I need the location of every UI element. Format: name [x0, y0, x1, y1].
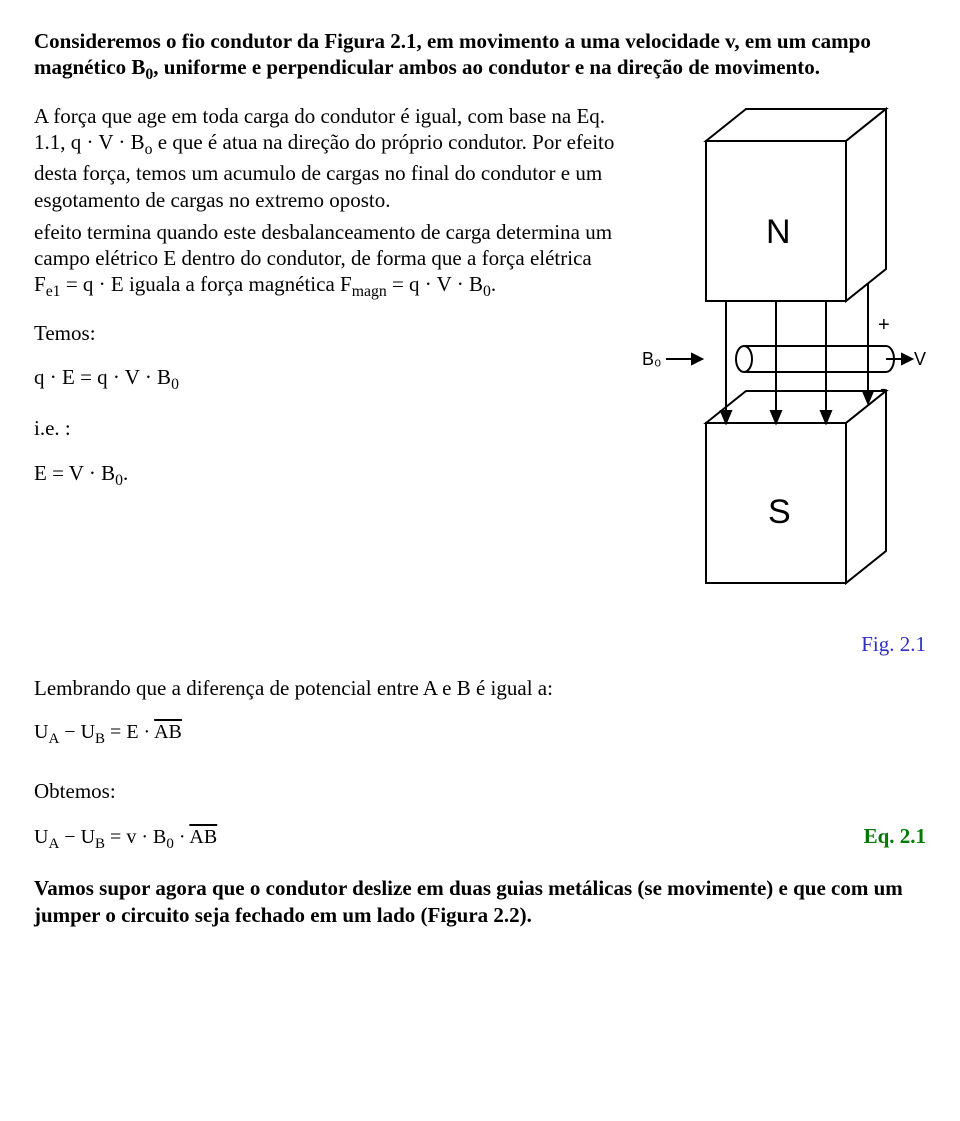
f2-minus: −	[59, 826, 80, 848]
intro-paragraph: Consideremos o fio condutor da Figura 2.…	[34, 28, 926, 85]
label-V: V	[914, 349, 926, 369]
eq1-sub: 0	[171, 377, 179, 394]
lembrando-text: Lembrando que a diferença de potencial e…	[34, 675, 926, 701]
left-column: A força que age em toda carga do conduto…	[34, 103, 620, 510]
paragraph-2: A força que age em toda carga do conduto…	[34, 103, 620, 213]
eq2-a: E = V · B	[34, 461, 115, 485]
formula-1: UA − UB = E · AB	[34, 720, 926, 749]
f2-b: B	[95, 836, 105, 852]
equation-1: q · E = q · V · B0	[34, 364, 620, 395]
label-N: N	[766, 213, 791, 251]
formula-2: UA − UB = v · B0 · AB	[34, 825, 217, 854]
label-S: S	[768, 493, 791, 531]
f1-b: B	[95, 731, 105, 747]
eq2-sub: 0	[115, 472, 123, 489]
figure-column: N S	[636, 103, 926, 623]
label-B0: B₀	[642, 349, 661, 369]
two-column-region: A força que age em toda carga do conduto…	[34, 103, 926, 623]
f2-ub: U	[81, 826, 95, 848]
eq2-tail: .	[123, 461, 128, 485]
p3-end: .	[491, 272, 496, 296]
figure-caption: Fig. 2.1	[34, 631, 926, 657]
f2-ua: U	[34, 826, 48, 848]
formula-2-row: UA − UB = v · B0 · AB Eq. 2.1	[34, 823, 926, 854]
p2-sub: o	[145, 142, 153, 159]
p3-sub1: e1	[46, 283, 61, 300]
f1-ab: AB	[154, 721, 182, 743]
ie-label: i.e. :	[34, 415, 620, 441]
f1-eq: = E ·	[105, 721, 154, 743]
paragraph-3: efeito termina quando este desbalanceame…	[34, 219, 620, 302]
final-paragraph: Vamos supor agora que o condutor deslize…	[34, 875, 926, 928]
f2-eq: = v · B	[105, 826, 166, 848]
intro-text-2: , uniforme e perpendicular ambos ao cond…	[153, 55, 820, 79]
figure-2-1: N S	[636, 103, 926, 623]
temos-label: Temos:	[34, 320, 620, 346]
f1-ub: U	[81, 721, 95, 743]
eq-2-1-label: Eq. 2.1	[864, 823, 926, 849]
f2-ab: AB	[189, 826, 217, 848]
f2-0: 0	[166, 836, 174, 852]
p3-tail: = q · V · B	[387, 272, 483, 296]
p3-mid: = q · E iguala a força magnética F	[61, 272, 352, 296]
f1-ua: U	[34, 721, 48, 743]
label-plus: +	[878, 314, 890, 336]
label-minus: -	[880, 378, 887, 400]
f2-a: A	[48, 836, 59, 852]
eq1-a: q · E = q · V · B	[34, 365, 171, 389]
f1-minus: −	[59, 721, 80, 743]
p3-sub2: magn	[352, 283, 387, 300]
f1-a: A	[48, 731, 59, 747]
p3-sub3: 0	[483, 283, 491, 300]
obtemos-text: Obtemos:	[34, 778, 926, 804]
f2-dot: ·	[174, 826, 190, 848]
equation-2: E = V · B0.	[34, 460, 620, 491]
